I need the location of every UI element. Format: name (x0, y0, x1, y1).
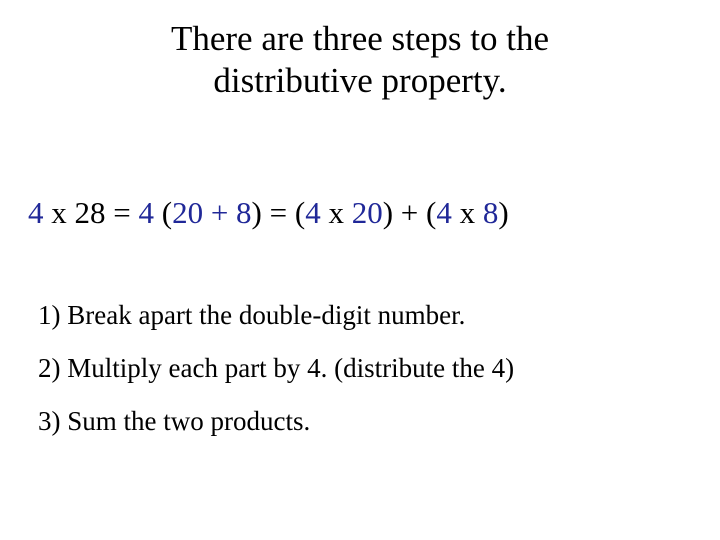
slide: There are three steps to the distributiv… (0, 0, 720, 540)
step-3: 3) Sum the two products. (38, 406, 514, 437)
eq-8: 8 (483, 195, 499, 230)
eq-factor-4b: 4 (138, 195, 154, 230)
step-1: 1) Break apart the double-digit number. (38, 300, 514, 331)
title-line-2: distributive property. (40, 60, 680, 102)
eq-times: x (44, 195, 75, 230)
slide-title: There are three steps to the distributiv… (0, 0, 720, 102)
eq-factor-4d: 4 (436, 195, 452, 230)
eq-times-2: x (321, 195, 352, 230)
eq-close-eq-open: ) = ( (252, 195, 306, 230)
eq-equals-1: = (106, 195, 139, 230)
eq-factor-4: 4 (28, 195, 44, 230)
eq-28: 28 (75, 195, 106, 230)
eq-times-3: x (452, 195, 483, 230)
eq-20: 20 (352, 195, 383, 230)
step-2: 2) Multiply each part by 4. (distribute … (38, 353, 514, 384)
title-line-1: There are three steps to the (40, 18, 680, 60)
eq-open-1: ( (154, 195, 172, 230)
eq-close-final: ) (498, 195, 508, 230)
eq-close-plus-open: ) + ( (383, 195, 437, 230)
equation: 4 x 28 = 4 (20 + 8) = (4 x 20) + (4 x 8) (28, 195, 509, 231)
eq-20plus8: 20 + 8 (172, 195, 251, 230)
eq-factor-4c: 4 (305, 195, 321, 230)
steps-list: 1) Break apart the double-digit number. … (38, 300, 514, 459)
